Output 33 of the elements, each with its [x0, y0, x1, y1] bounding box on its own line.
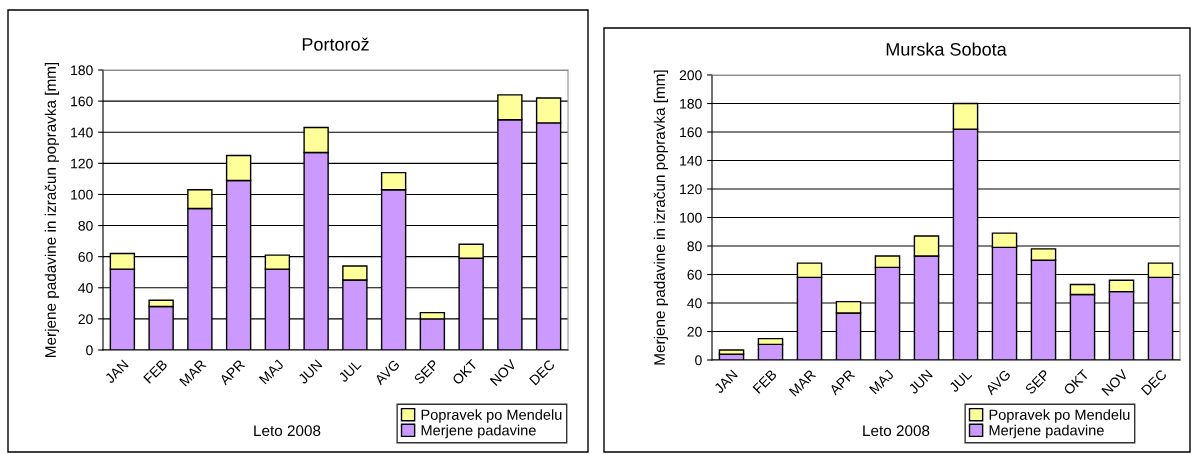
y-tick-label: 160 — [71, 96, 93, 107]
x-tick-label: JUL — [948, 369, 973, 393]
x-axis-title: Leto 2008 — [254, 425, 321, 437]
y-tick-label: 140 — [71, 127, 93, 138]
y-tick-label: 160 — [680, 127, 702, 138]
chart-title: Portorož — [302, 37, 369, 51]
y-tick-label: 0 — [86, 345, 93, 356]
y-tick-label: 80 — [687, 241, 702, 252]
y-tick-label: 120 — [71, 158, 93, 169]
y-tick-label: 0 — [695, 355, 702, 366]
y-tick-label: 120 — [680, 184, 702, 195]
y-axis-title: Merjene padavine in izračun popravka [mm] — [653, 70, 668, 365]
y-tick-label: 180 — [680, 98, 702, 109]
chart-title: Murska Sobota — [886, 42, 1007, 56]
y-axis-title: Merjene padavine in izračun popravka [mm] — [44, 62, 59, 357]
y-tick-label: 60 — [687, 269, 702, 280]
y-tick-label: 20 — [78, 314, 93, 325]
y-tick-label: 140 — [680, 155, 702, 166]
legend-label: Popravek po Mendelu — [421, 409, 562, 423]
y-tick-label: 40 — [687, 298, 702, 309]
y-tick-label: 40 — [78, 283, 93, 293]
legend-label: Merjene padavine — [989, 424, 1104, 439]
x-tick-label: JUL — [337, 359, 362, 383]
y-tick-label: 60 — [78, 252, 93, 262]
y-tick-label: 20 — [687, 326, 702, 337]
x-axis-title: Leto 2008 — [863, 425, 930, 437]
y-tick-label: 80 — [78, 220, 93, 231]
legend-label: Merjene padavine — [421, 424, 536, 439]
y-tick-label: 100 — [71, 189, 93, 200]
y-tick-label: 180 — [71, 65, 93, 76]
y-tick-label: 100 — [680, 212, 702, 223]
legend-label: Popravek po Mendelu — [989, 409, 1130, 423]
y-tick-label: 200 — [679, 70, 702, 81]
